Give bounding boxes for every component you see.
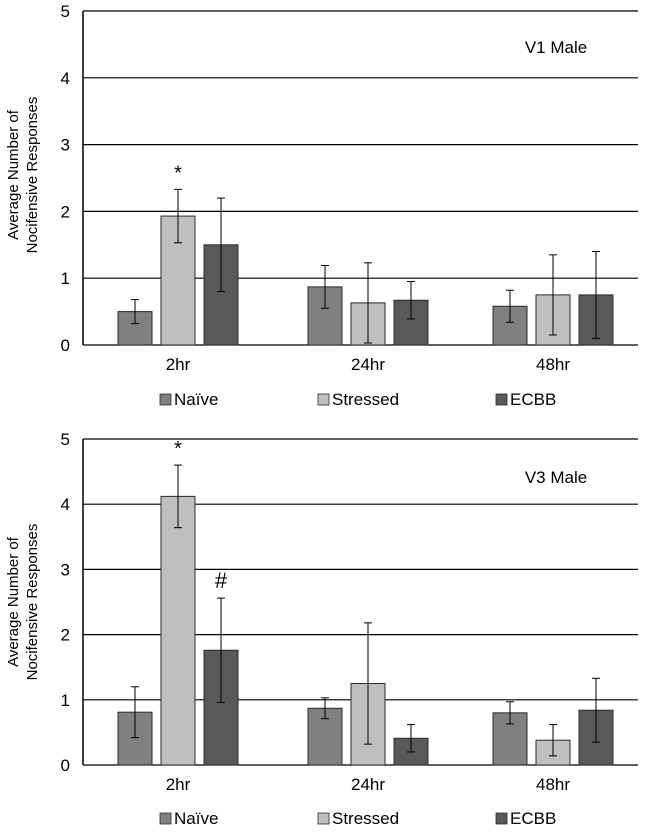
c2-y-tick-label: 2 [61, 626, 70, 645]
chart-v1-male-svg: 0 1 2 3 4 5 Average Number of Nocifensive Respo… [5, 2, 638, 409]
c1-legend-label-stressed: Stressed [332, 390, 399, 409]
c2-x-tick-label-48hr: 48hr [536, 775, 570, 794]
c1-y-axis-title-line2: Nocifensive Responses [24, 97, 41, 254]
c2-legend-swatch-stressed [317, 812, 330, 825]
c1-y-axis-title-line1: Average Number of [5, 109, 22, 240]
c1-significance-marker: * [174, 162, 182, 184]
c2-y-tick-label: 4 [61, 495, 70, 514]
c1-legend-swatch-nave [159, 393, 172, 406]
c2-y-tick-label: 1 [61, 691, 70, 710]
c2-x-tick-label-24hr: 24hr [351, 775, 385, 794]
chart-v3-male: 0 1 2 3 4 5 Average Number of Nocifensive Respo… [0, 418, 656, 832]
c2-y-tick-label: 5 [61, 430, 70, 449]
c1-y-tick-label: 3 [61, 136, 70, 155]
c1-chart-title: V1 Male [525, 38, 587, 57]
c2-significance-marker: * [174, 438, 182, 460]
c2-legend-label-stressed: Stressed [332, 809, 399, 828]
c2-y-axis-title-line2: Nocifensive Responses [24, 524, 41, 681]
c1-legend-swatch-ecbb [495, 393, 508, 406]
c2-bar-2hr-stressed [160, 495, 196, 766]
c1-legend-label-nave: Naïve [174, 390, 218, 409]
c2-legend-label-nave: Naïve [174, 809, 218, 828]
c2-legend-swatch-nave [159, 812, 172, 825]
c1-y-tick-label: 2 [61, 202, 70, 221]
c1-legend-label-ecbb: ECBB [510, 390, 556, 409]
c2-y-tick-label: 0 [61, 756, 70, 775]
c1-y-tick-label: 5 [61, 2, 70, 21]
c2-legend-swatch-ecbb [495, 812, 508, 825]
c1-y-tick-label: 0 [61, 336, 70, 355]
c1-x-tick-label-48hr: 48hr [536, 355, 570, 374]
chart-v1-male: 0 1 2 3 4 5 Average Number of Nocifensive Respo… [5, 2, 638, 409]
c1-y-tick-label: 4 [61, 69, 70, 88]
c2-y-tick-label: 3 [61, 560, 70, 579]
c1-legend-swatch-stressed [317, 393, 330, 406]
c1-x-tick-label-2hr: 2hr [166, 355, 191, 374]
c1-y-tick-label: 1 [61, 269, 70, 288]
chart-v3-male-svg: 0 1 2 3 4 5 Average Number of Nocifensive Respo… [5, 430, 638, 828]
c2-y-axis-title-line1: Average Number of [5, 536, 22, 667]
c2-significance-marker: # [215, 568, 228, 593]
c2-legend-label-ecbb: ECBB [510, 809, 556, 828]
c2-x-tick-label-2hr: 2hr [166, 775, 191, 794]
c1-x-tick-label-24hr: 24hr [351, 355, 385, 374]
c2-chart-title: V3 Male [525, 468, 587, 487]
